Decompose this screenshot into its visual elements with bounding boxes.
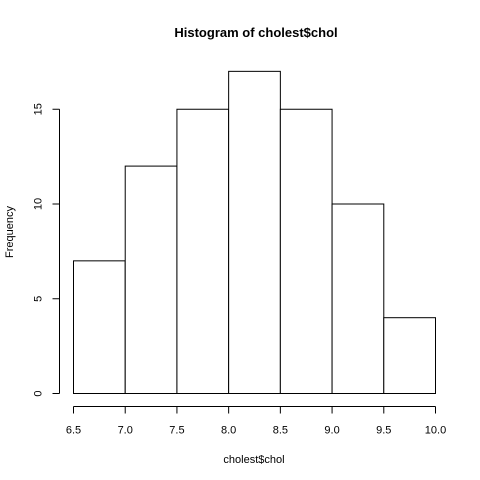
chart-title: Histogram of cholest$chol [174, 25, 337, 40]
histogram-bar-1 [124, 165, 178, 394]
x-tick-label-5: 9.0 [324, 425, 339, 437]
x-tick-label-1: 7.0 [118, 425, 133, 437]
x-tick-label-2: 7.5 [169, 425, 184, 437]
x-tick-label-0: 6.5 [66, 425, 81, 437]
histogram-bars [73, 70, 436, 395]
x-axis-label: cholest$chol [223, 454, 284, 466]
x-axis: 6.5 7.0 7.5 8.0 8.5 9.0 9.5 10.0 [66, 406, 446, 437]
x-tick-label-7: 10.0 [425, 425, 446, 437]
x-tick-label-4: 8.5 [273, 425, 288, 437]
histogram-bar-0 [73, 260, 126, 394]
histogram-bar-6 [383, 317, 436, 395]
x-tick-label-6: 9.5 [376, 425, 391, 437]
histogram-bar-4 [279, 108, 333, 394]
histogram-bar-5 [331, 203, 385, 394]
y-tick-label-1: 5 [33, 296, 45, 302]
y-axis: 0 5 10 15 [33, 103, 60, 397]
y-axis-label: Frequency [4, 206, 16, 258]
histogram-bar-2 [176, 108, 230, 394]
x-tick-label-3: 8.0 [221, 425, 236, 437]
y-tick-label-3: 15 [33, 103, 45, 115]
y-tick-label-0: 0 [33, 390, 45, 396]
y-tick-label-2: 10 [33, 198, 45, 210]
histogram-bar-3 [228, 70, 281, 394]
